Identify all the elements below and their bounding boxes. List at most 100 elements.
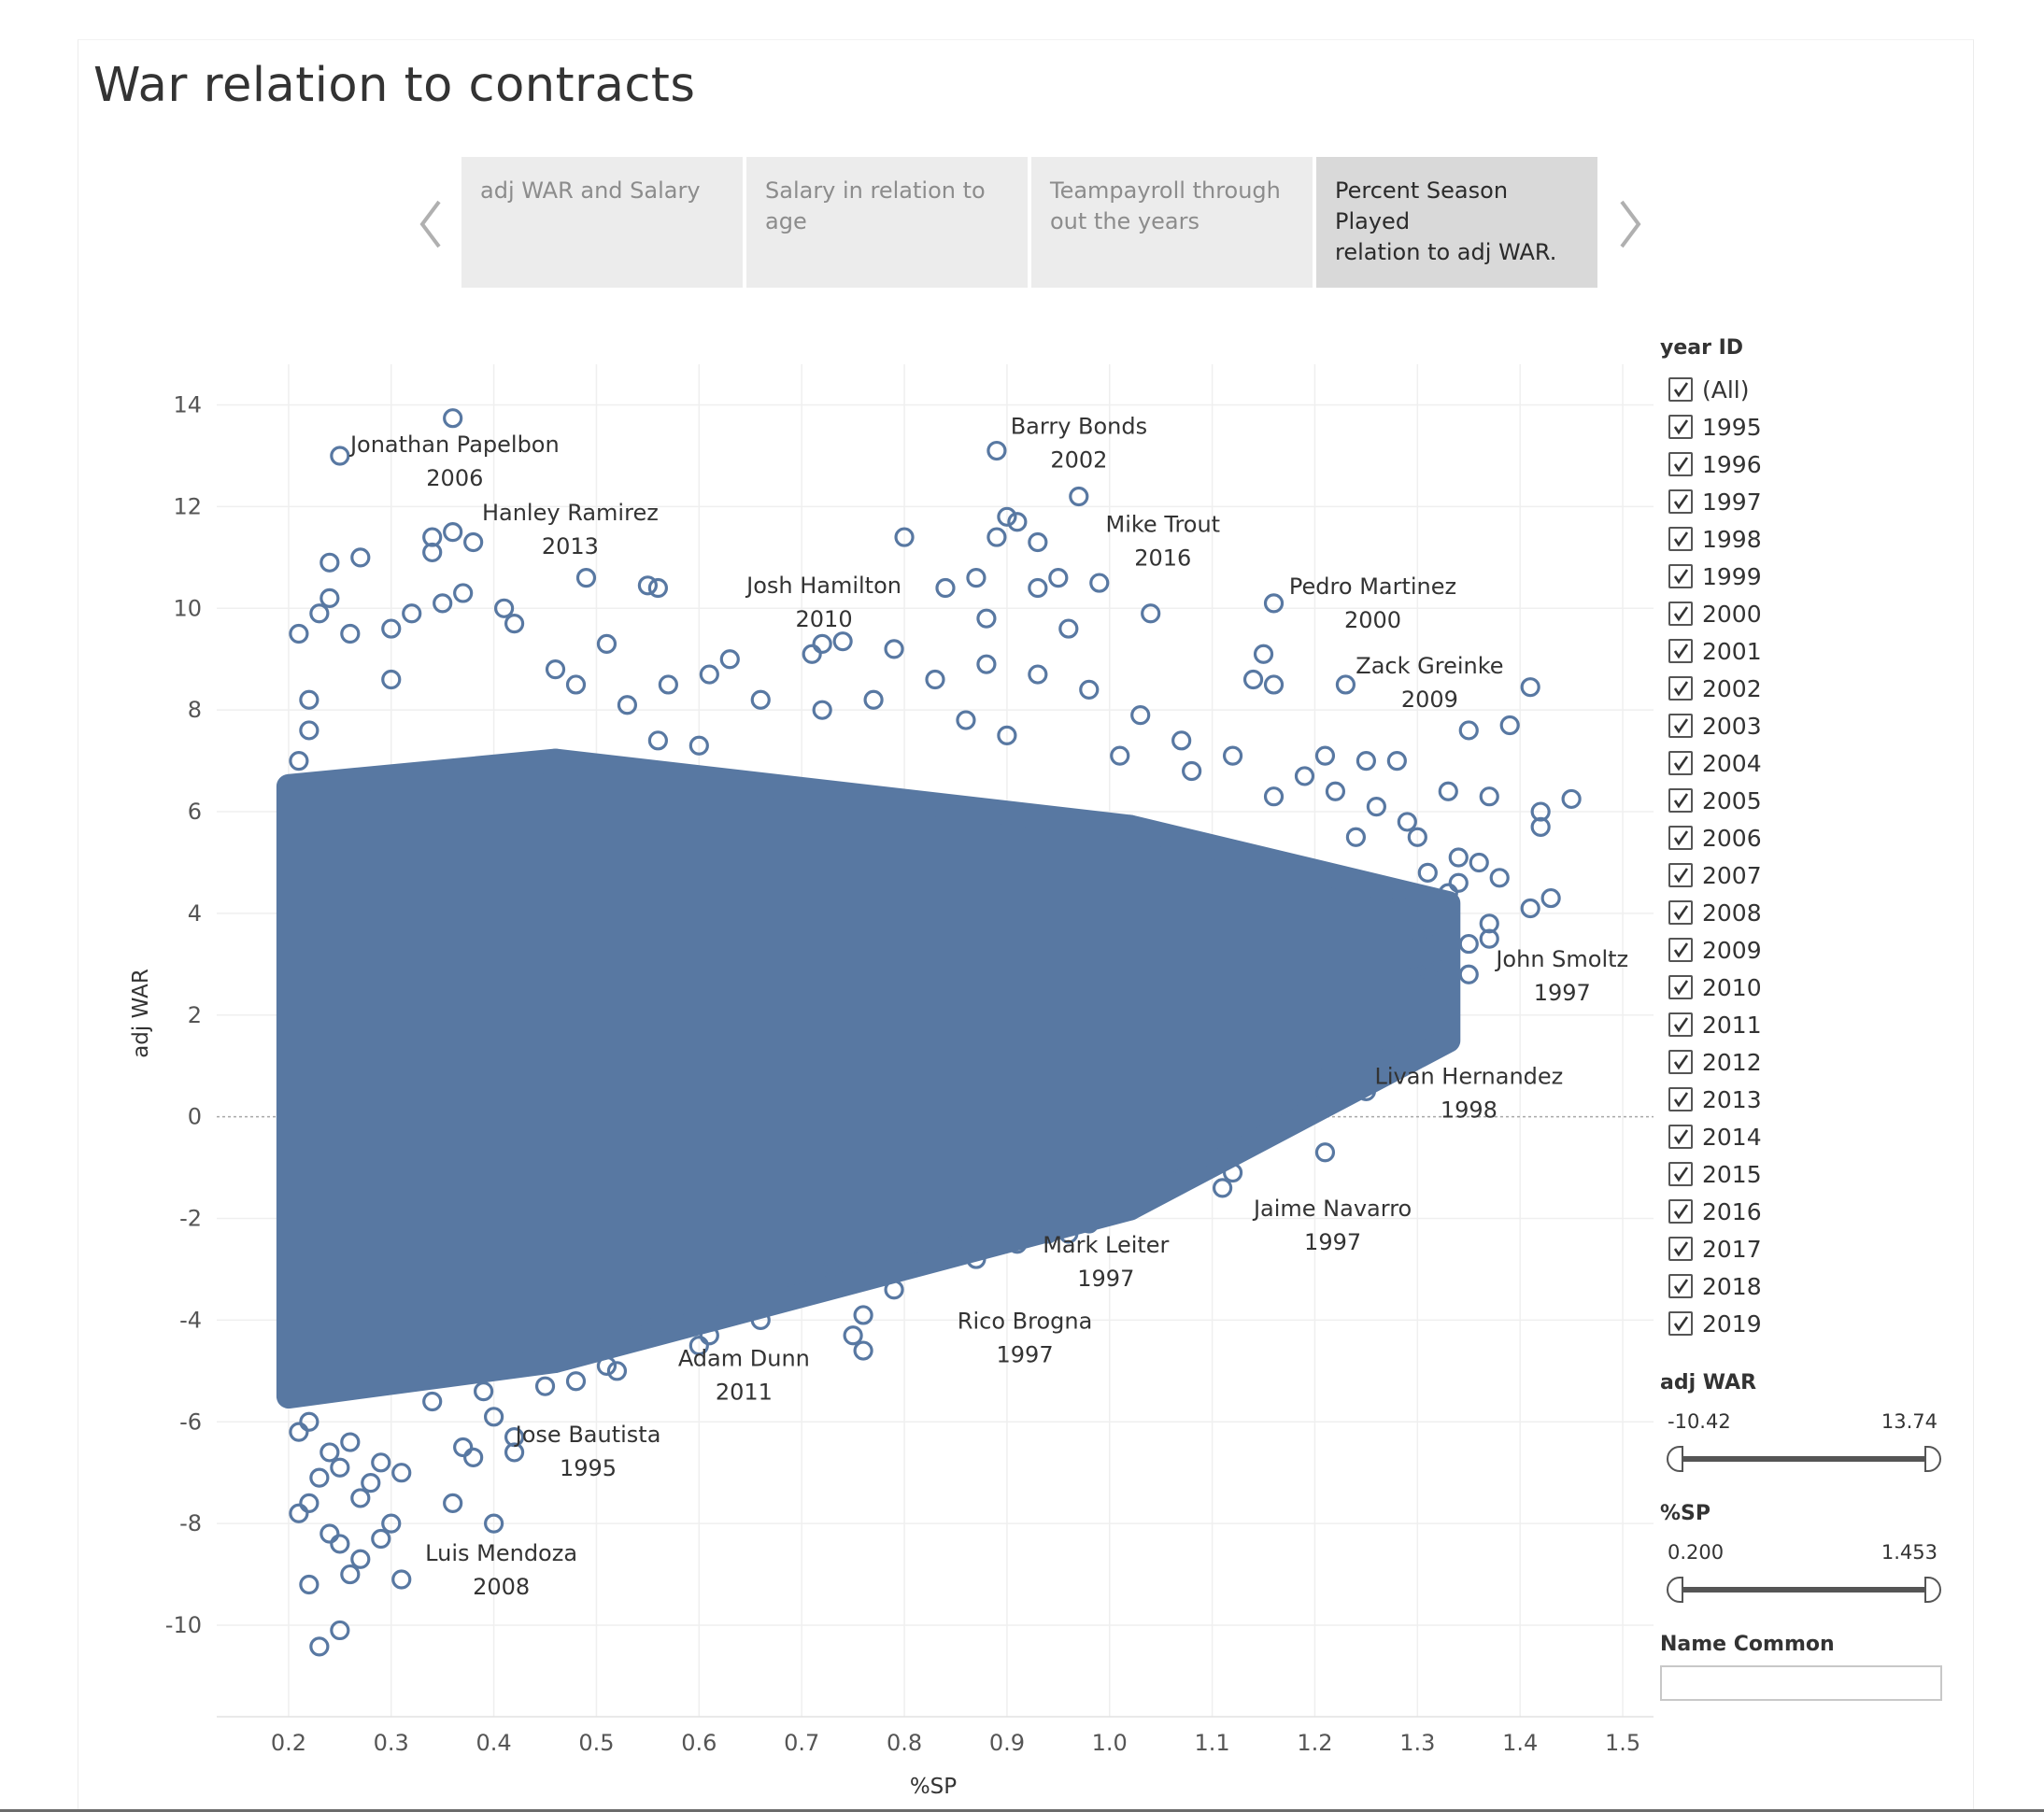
year-filter-item[interactable]: (All)	[1668, 371, 1855, 408]
year-filter-item[interactable]: 2002	[1668, 670, 1855, 707]
year-checkbox[interactable]	[1668, 527, 1693, 551]
year-checkbox[interactable]	[1668, 1087, 1693, 1111]
year-filter-label: 2011	[1702, 1011, 1762, 1039]
data-point	[1263, 786, 1285, 807]
adj-war-slider-max-handle[interactable]	[1924, 1446, 1941, 1472]
year-checkbox[interactable]	[1668, 602, 1693, 626]
year-filter-item[interactable]: 2001	[1668, 632, 1855, 670]
year-filter-item[interactable]: 2011	[1668, 1006, 1855, 1043]
checkmark-icon	[1673, 868, 1689, 884]
year-filter-item[interactable]: 1999	[1668, 558, 1855, 595]
scatter-chart[interactable]: 0.2 0.3 0.4 0.5 0.6 0.7 0.8 0.9 1.0 1.1 1.2 1.3 1.4 1…	[0, 0, 1663, 1812]
year-checkbox[interactable]	[1668, 1237, 1693, 1261]
year-checkbox[interactable]	[1668, 788, 1693, 813]
name-common-input[interactable]	[1660, 1665, 1942, 1701]
year-filter-item[interactable]: 2013	[1668, 1081, 1855, 1118]
x-tick-label: 1.2	[1297, 1730, 1332, 1756]
sp-slider-min-handle[interactable]	[1667, 1577, 1683, 1603]
data-point	[474, 1381, 494, 1402]
year-filter-item[interactable]: 1998	[1668, 520, 1855, 558]
year-checkbox[interactable]	[1668, 863, 1693, 887]
year-filter-item[interactable]: 2005	[1668, 782, 1855, 819]
data-point	[997, 725, 1017, 745]
year-checkbox[interactable]	[1668, 975, 1693, 999]
adj-war-slider-track[interactable]	[1676, 1456, 1930, 1462]
checkmark-icon	[1673, 1129, 1689, 1145]
year-filter-item[interactable]: 2017	[1668, 1230, 1855, 1267]
year-filter-item[interactable]: 2019	[1668, 1305, 1855, 1342]
point-mass-band	[276, 748, 568, 1409]
x-tick-label: 0.7	[784, 1730, 819, 1756]
point-annotation-label: 2006	[426, 465, 483, 491]
year-filter-item[interactable]: 2018	[1668, 1267, 1855, 1305]
story-tab-salary-age[interactable]: Salary in relation to age	[746, 157, 1028, 288]
year-filter-label: (All)	[1702, 375, 1750, 403]
year-filter-item[interactable]: 2010	[1668, 969, 1855, 1006]
adj-war-slider-min-handle[interactable]	[1667, 1446, 1683, 1472]
story-tab-percent-season-played[interactable]: Percent Season Played relation to adj WA…	[1316, 157, 1597, 288]
year-checkbox[interactable]	[1668, 1199, 1693, 1224]
year-filter-label: 2019	[1702, 1309, 1762, 1338]
data-point	[1038, 1224, 1058, 1244]
data-point	[1141, 603, 1161, 624]
checkmark-icon	[1673, 718, 1689, 734]
sp-slider-track[interactable]	[1676, 1587, 1930, 1593]
year-filter-item[interactable]: 2006	[1668, 819, 1855, 856]
year-checkbox[interactable]	[1668, 377, 1693, 402]
year-filter-item[interactable]: 2007	[1668, 856, 1855, 894]
year-checkbox[interactable]	[1668, 900, 1693, 925]
point-annotation-label: Jaime Navarro	[1252, 1196, 1412, 1222]
point-mass-band	[1117, 814, 1461, 1221]
year-checkbox[interactable]	[1668, 938, 1693, 962]
year-filter-item[interactable]: 1997	[1668, 483, 1855, 520]
data-point	[422, 1391, 443, 1412]
year-filter-item[interactable]: 2008	[1668, 894, 1855, 931]
data-point	[966, 568, 987, 588]
year-filter-item[interactable]: 2015	[1668, 1155, 1855, 1193]
year-filter-item[interactable]: 2009	[1668, 931, 1855, 969]
year-filter-item[interactable]: 2004	[1668, 744, 1855, 782]
data-point	[1325, 781, 1346, 801]
checkmark-icon	[1673, 1241, 1689, 1257]
data-point	[453, 583, 474, 603]
story-prev-button[interactable]	[411, 187, 448, 262]
data-point	[391, 1569, 412, 1590]
year-checkbox[interactable]	[1668, 714, 1693, 738]
year-checkbox[interactable]	[1668, 564, 1693, 588]
year-filter-item[interactable]: 2003	[1668, 707, 1855, 744]
year-checkbox[interactable]	[1668, 489, 1693, 514]
y-tick-label: 8	[188, 697, 202, 723]
year-filter-label: 2013	[1702, 1085, 1762, 1113]
year-checkbox[interactable]	[1668, 1311, 1693, 1336]
year-checkbox[interactable]	[1668, 415, 1693, 439]
year-checkbox[interactable]	[1668, 1050, 1693, 1074]
year-checkbox[interactable]	[1668, 1274, 1693, 1298]
data-point	[504, 614, 525, 634]
story-next-button[interactable]	[1612, 187, 1650, 262]
year-filter-item[interactable]: 2000	[1668, 595, 1855, 632]
adj-war-filter-title: adj WAR	[1660, 1371, 1757, 1394]
year-checkbox[interactable]	[1668, 1162, 1693, 1186]
year-filter-item[interactable]: 1995	[1668, 408, 1855, 446]
year-checkbox[interactable]	[1668, 826, 1693, 850]
year-filter-item[interactable]: 2014	[1668, 1118, 1855, 1155]
year-checkbox[interactable]	[1668, 452, 1693, 476]
story-tab-teampayroll[interactable]: Teampayroll through out the years	[1031, 157, 1313, 288]
story-tab-adj-war-salary[interactable]: adj WAR and Salary	[461, 157, 743, 288]
year-checkbox[interactable]	[1668, 1012, 1693, 1037]
year-filter-item[interactable]: 2016	[1668, 1193, 1855, 1230]
year-checkbox[interactable]	[1668, 751, 1693, 775]
year-checkbox[interactable]	[1668, 1125, 1693, 1149]
checkmark-icon	[1673, 793, 1689, 809]
sp-slider-max-handle[interactable]	[1924, 1577, 1941, 1603]
data-point	[340, 1432, 361, 1452]
point-annotation-label: 1997	[1534, 980, 1591, 1006]
year-filter-item[interactable]: 2012	[1668, 1043, 1855, 1081]
dashboard-frame	[78, 39, 1974, 1812]
year-checkbox[interactable]	[1668, 639, 1693, 663]
year-filter-item[interactable]: 1996	[1668, 446, 1855, 483]
y-tick-label: -6	[179, 1409, 202, 1435]
sp-filter-title: %SP	[1660, 1502, 1711, 1525]
year-checkbox[interactable]	[1668, 676, 1693, 701]
data-point	[894, 527, 915, 547]
